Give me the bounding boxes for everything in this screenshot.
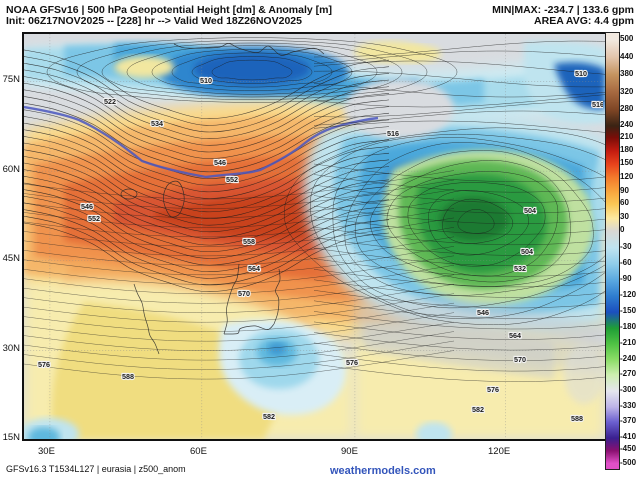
svg-text:576: 576 — [487, 385, 499, 394]
svg-text:576: 576 — [38, 360, 50, 369]
svg-text:552: 552 — [226, 175, 238, 184]
svg-text:516: 516 — [592, 100, 603, 109]
svg-text:588: 588 — [571, 414, 583, 423]
svg-text:516: 516 — [387, 129, 399, 138]
svg-text:588: 588 — [122, 372, 134, 381]
svg-text:558: 558 — [243, 237, 255, 246]
svg-text:510: 510 — [200, 76, 212, 85]
svg-text:546: 546 — [81, 202, 93, 211]
svg-text:582: 582 — [472, 405, 484, 414]
svg-text:534: 534 — [151, 119, 163, 128]
svg-text:576: 576 — [346, 358, 358, 367]
svg-text:564: 564 — [248, 264, 260, 273]
svg-text:532: 532 — [514, 264, 526, 273]
svg-text:564: 564 — [509, 331, 521, 340]
svg-text:504: 504 — [524, 206, 536, 215]
svg-text:552: 552 — [88, 214, 100, 223]
svg-text:582: 582 — [263, 412, 275, 421]
svg-text:570: 570 — [514, 355, 526, 364]
svg-text:546: 546 — [477, 308, 489, 317]
svg-text:504: 504 — [521, 247, 533, 256]
svg-text:522: 522 — [104, 97, 116, 106]
svg-text:546: 546 — [214, 158, 226, 167]
svg-text:510: 510 — [575, 69, 587, 78]
svg-text:570: 570 — [238, 289, 250, 298]
